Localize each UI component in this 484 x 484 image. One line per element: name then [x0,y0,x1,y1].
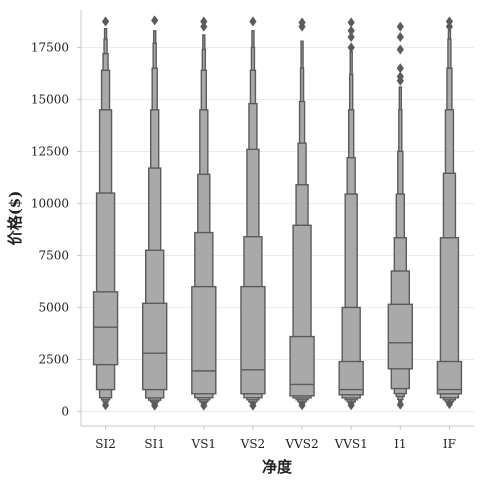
outlier-marker [347,17,355,28]
outlier-marker [396,71,404,82]
x-tick-label: VS2 [240,437,266,451]
box-level [436,360,463,395]
boxen-vs2 [240,16,266,411]
x-tick-label: VS1 [191,437,217,451]
box-level [240,285,266,395]
outlier-marker [101,400,110,411]
box-level [191,285,217,395]
boxen-si1 [141,15,168,411]
x-tick-label: I1 [394,437,406,451]
grid-lines [81,46,474,412]
x-axis-title: 净度 [262,458,293,476]
x-tick-label: VVS2 [284,437,318,451]
outlier-marker [445,16,454,27]
y-tick-label: 17500 [31,40,69,54]
outlier-marker [298,17,306,28]
outlier-marker [200,16,208,27]
x-tick-label: IF [443,437,456,451]
outlier-marker [347,42,355,53]
y-tick-label: 7500 [38,248,69,262]
outlier-marker [347,32,355,43]
outlier-marker [151,15,159,26]
box-level [92,291,119,366]
outlier-marker [396,32,404,43]
x-tick-label: VVS1 [334,437,368,451]
x-tick-label: SI1 [144,437,165,451]
boxen-i1 [387,21,414,410]
y-tick-label: 0 [61,404,69,418]
y-tick-label: 10000 [31,196,69,210]
outlier-marker [396,63,404,74]
outlier-marker [445,21,454,32]
y-tick-label: 5000 [38,300,69,314]
y-tick-label: 15000 [31,92,69,106]
box-level [387,303,414,370]
outlier-marker [347,25,355,36]
y-tick-label: 2500 [38,352,69,366]
outlier-marker [200,21,208,32]
outlier-marker [396,21,404,32]
box-level [289,335,315,397]
x-tick-label: SI2 [95,437,116,451]
outlier-marker [298,400,306,411]
boxen-vs1 [191,16,217,411]
outlier-marker [445,399,454,410]
boxen-vvs1 [338,17,364,411]
boxen-plots [92,15,463,411]
outlier-marker [347,400,355,411]
box-level [439,237,460,399]
boxen-vvs2 [289,17,315,411]
y-axis-title: 价格($) [6,191,24,246]
y-tick-labels: 0 2500 5000 7500 10000 12500 15000 17500 [31,40,81,418]
outlier-marker [101,16,110,27]
outlier-marker [249,16,257,27]
x-tick-labels: SI2 SI1 VS1 VS2 VVS2 VVS1 I1 IF [95,426,456,451]
boxen-si2 [92,16,119,411]
outlier-marker [396,44,404,55]
outlier-marker [151,400,159,411]
y-tick-label: 12500 [31,144,69,158]
outlier-marker [396,399,404,410]
outlier-marker [200,400,208,411]
boxen-if [436,16,463,410]
box-level [141,302,168,391]
outlier-marker [249,400,257,411]
